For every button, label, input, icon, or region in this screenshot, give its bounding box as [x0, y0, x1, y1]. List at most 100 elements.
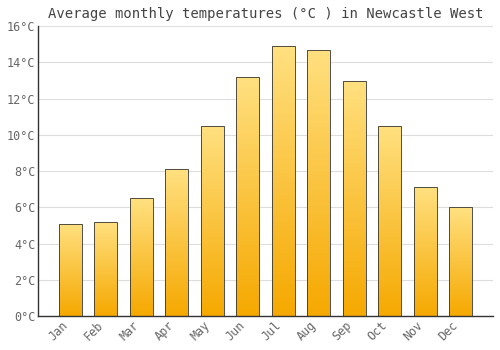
Bar [343, 252, 366, 254]
Bar [343, 208, 366, 209]
Bar [236, 303, 260, 304]
Bar [414, 302, 437, 303]
Bar [166, 188, 188, 189]
Bar [308, 114, 330, 115]
Bar [272, 168, 295, 169]
Bar [94, 251, 118, 252]
Bar [166, 300, 188, 301]
Bar [201, 159, 224, 160]
Bar [201, 157, 224, 158]
Bar [94, 285, 118, 286]
Bar [308, 278, 330, 279]
Bar [201, 271, 224, 272]
Bar [166, 282, 188, 283]
Bar [236, 271, 260, 272]
Bar [308, 160, 330, 162]
Bar [414, 209, 437, 210]
Bar [236, 135, 260, 137]
Bar [272, 81, 295, 83]
Bar [201, 262, 224, 263]
Bar [414, 232, 437, 233]
Bar [166, 230, 188, 231]
Bar [59, 306, 82, 307]
Bar [343, 223, 366, 224]
Bar [236, 261, 260, 262]
Bar [378, 187, 402, 188]
Bar [414, 206, 437, 207]
Bar [272, 126, 295, 127]
Bar [414, 259, 437, 260]
Bar [378, 198, 402, 199]
Bar [343, 239, 366, 241]
Bar [272, 273, 295, 274]
Bar [166, 255, 188, 256]
Bar [378, 226, 402, 228]
Bar [201, 193, 224, 194]
Bar [378, 135, 402, 136]
Bar [378, 293, 402, 294]
Bar [272, 147, 295, 149]
Bar [201, 295, 224, 296]
Bar [166, 291, 188, 292]
Bar [201, 306, 224, 307]
Bar [308, 177, 330, 179]
Bar [166, 311, 188, 312]
Bar [201, 175, 224, 176]
Bar [130, 224, 153, 225]
Bar [414, 306, 437, 307]
Bar [343, 86, 366, 88]
Bar [450, 310, 472, 311]
Bar [308, 267, 330, 268]
Bar [166, 248, 188, 249]
Bar [308, 67, 330, 69]
Bar [308, 196, 330, 197]
Bar [201, 300, 224, 301]
Bar [414, 273, 437, 274]
Bar [343, 189, 366, 190]
Bar [59, 230, 82, 231]
Bar [94, 275, 118, 276]
Bar [201, 273, 224, 274]
Bar [308, 76, 330, 78]
Bar [450, 311, 472, 312]
Bar [308, 219, 330, 220]
Bar [308, 69, 330, 70]
Bar [236, 77, 260, 316]
Bar [94, 250, 118, 251]
Bar [236, 247, 260, 248]
Bar [272, 46, 295, 48]
Bar [308, 70, 330, 71]
Bar [272, 119, 295, 120]
Bar [59, 264, 82, 265]
Bar [130, 291, 153, 292]
Bar [59, 293, 82, 294]
Bar [378, 162, 402, 163]
Bar [272, 274, 295, 275]
Bar [166, 199, 188, 200]
Bar [130, 312, 153, 313]
Bar [201, 215, 224, 216]
Bar [450, 261, 472, 262]
Bar [201, 197, 224, 198]
Bar [236, 264, 260, 265]
Bar [343, 296, 366, 297]
Bar [378, 236, 402, 237]
Bar [166, 264, 188, 265]
Bar [201, 219, 224, 220]
Bar [343, 283, 366, 284]
Bar [236, 219, 260, 220]
Bar [59, 235, 82, 236]
Bar [308, 240, 330, 241]
Bar [94, 255, 118, 256]
Bar [378, 308, 402, 309]
Bar [201, 154, 224, 155]
Bar [343, 274, 366, 275]
Bar [414, 218, 437, 219]
Bar [414, 199, 437, 200]
Bar [130, 280, 153, 281]
Bar [272, 158, 295, 160]
Bar [236, 262, 260, 264]
Bar [272, 102, 295, 103]
Bar [166, 236, 188, 237]
Bar [308, 285, 330, 287]
